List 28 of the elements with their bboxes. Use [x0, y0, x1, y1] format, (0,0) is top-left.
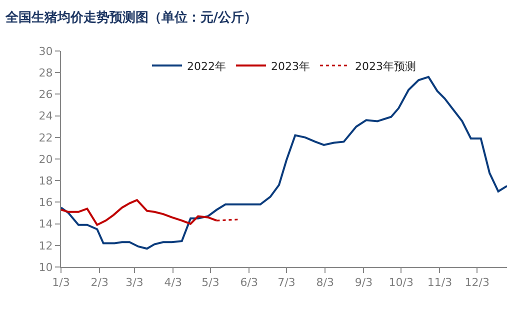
y-tick-label: 24: [38, 110, 53, 123]
y-tick-label: 18: [38, 174, 53, 188]
y-tick-label: 26: [38, 88, 53, 102]
x-tick-label: 7/3: [278, 276, 296, 290]
x-tick-label: 3/3: [126, 276, 144, 290]
y-tick-label: 22: [38, 131, 53, 144]
x-tick-label: 11/3: [427, 276, 452, 290]
x-tick-label: 10/3: [388, 276, 414, 290]
x-tick-label: 4/3: [164, 276, 182, 290]
x-tick-label: 2/3: [90, 276, 108, 290]
legend-label: 2023年: [271, 60, 310, 73]
x-tick-label: 8/3: [316, 276, 334, 290]
x-tick-label: 1/3: [52, 276, 70, 290]
legend-label: 2023年预测: [355, 60, 416, 73]
x-tick-label: 9/3: [354, 276, 373, 290]
y-tick-label: 14: [38, 218, 53, 231]
y-tick-label: 16: [38, 196, 53, 210]
chart-title: 全国生猪均价走势预测图（单位：元/公斤）: [4, 10, 258, 26]
y-tick-label: 12: [38, 239, 53, 252]
y-tick-label: 28: [38, 66, 53, 80]
line-series: [61, 76, 507, 250]
y-tick-label: 30: [38, 44, 53, 58]
legend-label: 2022年: [187, 60, 226, 73]
x-tick-label: 12/3: [464, 276, 490, 290]
x-tick-label: 5/3: [202, 276, 220, 290]
x-tick-label: 6/3: [240, 276, 258, 290]
y-tick-label: 10: [38, 260, 53, 274]
y-tick-label: 20: [38, 152, 53, 166]
